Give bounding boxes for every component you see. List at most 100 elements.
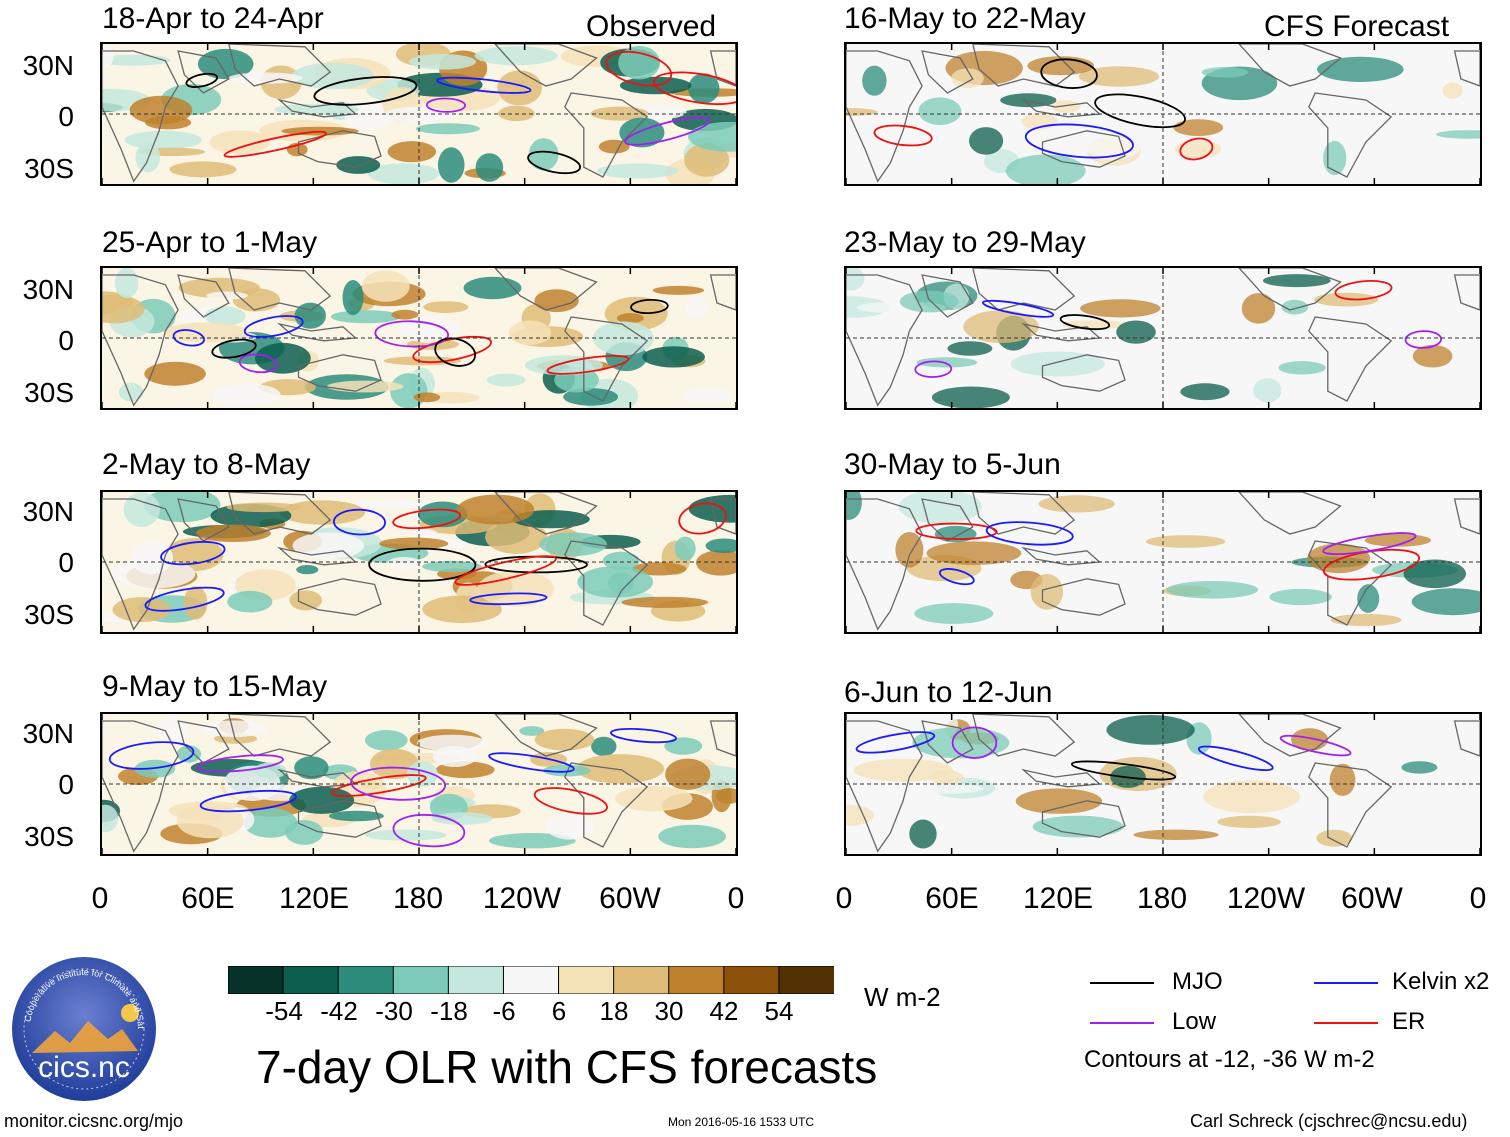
olr-anomaly	[228, 72, 303, 84]
olr-anomaly	[409, 54, 476, 70]
olr-anomaly	[289, 786, 355, 814]
colorbar-swatch	[228, 966, 285, 994]
land-outline	[494, 492, 598, 535]
olr-anomaly	[1173, 119, 1224, 136]
lon-label-right-120e: 120E	[1022, 882, 1094, 915]
colorbar-tick-label: 6	[551, 996, 567, 1026]
olr-anomaly	[292, 532, 365, 560]
olr-anomaly	[1442, 82, 1463, 99]
wave-contour	[333, 508, 386, 536]
olr-anomaly	[846, 268, 865, 291]
olr-anomaly	[1269, 588, 1332, 606]
olr-anomaly	[474, 46, 558, 66]
olr-anomaly	[118, 382, 144, 402]
wave-contour	[331, 774, 427, 797]
olr-anomaly	[1108, 353, 1141, 363]
olr-anomaly	[1360, 786, 1417, 801]
olr-anomaly	[289, 590, 322, 611]
legend-label-mjo: MJO	[1172, 968, 1223, 995]
olr-anomaly	[528, 138, 559, 171]
olr-anomaly	[415, 123, 480, 135]
colorbar-tick-label: 18	[599, 996, 629, 1026]
legend-label-low: Low	[1172, 1008, 1217, 1035]
colorbar	[228, 966, 834, 994]
footer-url[interactable]: monitor.cicsnc.org/mjo	[4, 1111, 184, 1131]
olr-anomaly	[534, 289, 579, 313]
wave-contour	[873, 124, 933, 147]
cics-logo: cics.nc Cooperative Institute for Climat…	[7, 947, 158, 1103]
olr-anomaly	[912, 727, 1010, 759]
colorbar-swatch	[392, 966, 450, 994]
olr-anomaly	[156, 715, 189, 745]
olr-anomaly	[1201, 67, 1249, 78]
olr-anomaly	[1323, 140, 1347, 176]
land-outline	[846, 720, 923, 853]
land-outline	[297, 130, 382, 168]
land-outline	[1041, 354, 1126, 392]
olr-anomaly	[602, 551, 640, 570]
olr-anomaly	[1166, 581, 1259, 599]
olr-anomaly	[379, 537, 449, 550]
olr-anomaly	[705, 538, 736, 554]
olr-anomaly	[144, 361, 206, 386]
olr-anomaly	[631, 562, 687, 576]
wave-contour	[108, 741, 195, 770]
colorbar-swatch	[502, 966, 560, 994]
olr-anomaly	[1357, 584, 1380, 613]
wave-contour	[624, 116, 711, 146]
colorbar-tick-label: 54	[764, 996, 794, 1026]
land-outline	[297, 354, 382, 392]
land-outline	[228, 268, 332, 311]
land-outline	[1453, 50, 1480, 87]
olr-anomaly	[477, 570, 554, 607]
wave-contour	[1334, 280, 1393, 301]
wave-contour	[1040, 58, 1098, 89]
olr-anomaly	[368, 163, 439, 184]
colorbar-tick-label: 30	[654, 996, 684, 1026]
land-outline	[177, 498, 230, 542]
olr-anomaly	[616, 313, 644, 324]
legend-line-low	[1090, 1022, 1154, 1024]
olr-anomaly	[387, 141, 436, 163]
land-outline	[1453, 720, 1480, 757]
wave-contour	[185, 72, 219, 88]
olr-anomaly	[619, 117, 665, 148]
olr-anomaly	[1158, 272, 1193, 296]
land-outline	[972, 492, 1076, 535]
olr-anomaly	[437, 147, 465, 183]
olr-anomaly	[361, 270, 410, 302]
lon-label-left-60e: 60E	[181, 882, 235, 915]
land-outline	[228, 492, 332, 535]
olr-anomaly	[294, 302, 326, 329]
olr-anomaly	[951, 68, 984, 89]
olr-anomaly	[1038, 495, 1115, 513]
olr-anomaly	[508, 320, 552, 346]
olr-anomaly	[1436, 130, 1480, 139]
olr-anomaly	[897, 783, 984, 794]
lon-label-right-60e: 60E	[925, 882, 979, 915]
footer-timestamp: Mon 2016-05-16 1533 UTC	[668, 1115, 815, 1129]
olr-anomaly	[563, 388, 618, 406]
panel-title-7: 30-May to 5-Jun	[844, 448, 1061, 481]
olr-anomaly	[383, 356, 461, 366]
lon-label-left-180: 180	[392, 882, 444, 915]
wave-contour	[313, 76, 418, 106]
olr-anomaly	[413, 392, 441, 403]
land-outline	[1238, 268, 1342, 311]
olr-anomaly	[176, 803, 244, 839]
olr-anomaly	[545, 813, 595, 840]
panel-title-4: 9-May to 15-May	[102, 670, 328, 703]
olr-anomaly	[330, 310, 401, 324]
olr-anomaly	[488, 833, 576, 849]
wave-contour	[546, 355, 630, 375]
colorbar-tick-label: -6	[492, 996, 516, 1026]
lat-label-eq-3: 0	[58, 547, 74, 578]
land-outline	[1238, 492, 1342, 535]
lat-label-eq-4: 0	[58, 769, 74, 800]
colorbar-swatch	[613, 966, 670, 994]
olr-anomaly	[1032, 815, 1124, 838]
olr-anomaly	[291, 62, 374, 90]
wave-contour	[1070, 760, 1177, 781]
olr-anomaly	[1316, 829, 1353, 847]
lon-label-left-60w: 60W	[599, 882, 661, 915]
